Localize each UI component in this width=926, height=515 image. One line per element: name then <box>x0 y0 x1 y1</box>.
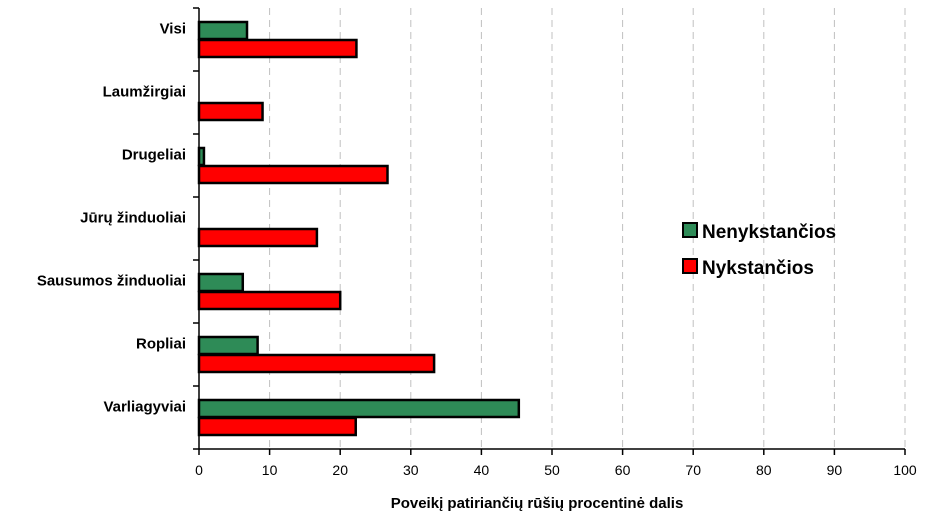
bar-nenykstancios <box>197 272 245 293</box>
x-tick-label: 80 <box>756 462 772 478</box>
x-tick-label: 90 <box>827 462 843 478</box>
x-tick-label: 50 <box>544 462 560 478</box>
category-label: Sausumos žinduoliai <box>37 273 186 290</box>
legend-label: Nykstančios <box>702 258 814 279</box>
bar-nenykstancios <box>197 20 249 41</box>
bar-nykstancios <box>197 290 342 311</box>
category-label: Laumžirgiai <box>103 84 186 101</box>
x-tick-label: 40 <box>474 462 490 478</box>
bar-nykstancios <box>197 101 264 122</box>
legend-swatch <box>682 258 698 274</box>
category-label: Varliagyviai <box>103 399 186 416</box>
x-tick-label: 100 <box>893 462 917 478</box>
x-tick-label: 10 <box>262 462 278 478</box>
bar-nenykstancios <box>197 398 521 419</box>
bars <box>197 20 521 437</box>
bar-nykstancios <box>197 38 358 59</box>
bar-nykstancios <box>197 353 436 374</box>
bar-nykstancios <box>197 416 357 437</box>
category-label: Jūrų žinduoliai <box>80 210 186 227</box>
legend-swatch <box>682 222 698 238</box>
x-tick-label: 30 <box>403 462 419 478</box>
x-axis-title: Poveikį patiriančių rūšių procentinė dal… <box>391 495 684 512</box>
bar-nenykstancios <box>197 335 259 356</box>
category-label: Visi <box>160 21 186 38</box>
legend: Nenykstančios Nykstančios <box>682 222 836 279</box>
x-tick-label: 60 <box>615 462 631 478</box>
axes <box>193 7 906 455</box>
x-tick-label: 0 <box>195 462 203 478</box>
category-label: Drugeliai <box>122 147 186 164</box>
x-tick-label: 20 <box>332 462 348 478</box>
category-label: Ropliai <box>136 336 186 353</box>
bar-nykstancios <box>197 227 319 248</box>
x-tick-label: 70 <box>685 462 701 478</box>
legend-label: Nenykstančios <box>702 222 836 243</box>
category-labels: Visi Laumžirgiai Drugeliai Jūrų žinduoliai S… <box>37 21 186 416</box>
bar-nykstancios <box>197 164 389 185</box>
x-tick-labels: 0 10 20 30 40 50 60 70 80 90 100 <box>195 462 917 478</box>
